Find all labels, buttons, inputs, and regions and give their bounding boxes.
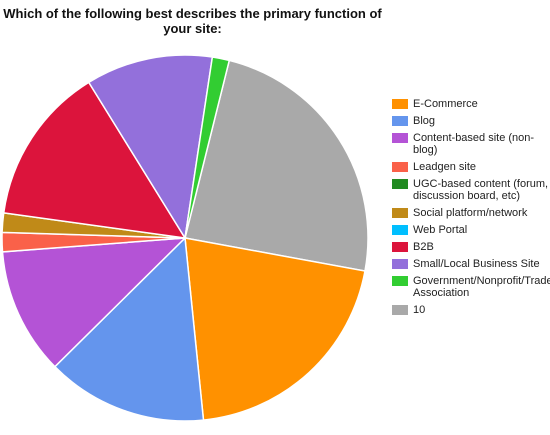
legend-swatch xyxy=(392,305,408,315)
legend-label: Social platform/network xyxy=(413,207,528,219)
legend-label: Government/Nonprofit/Trade Association xyxy=(413,275,550,299)
pie-slice-content-based-site-non-blog xyxy=(1,237,187,368)
legend-item-b2b: B2B xyxy=(392,241,550,253)
pie-slice-b2b xyxy=(2,81,187,239)
legend-swatch xyxy=(392,225,408,235)
legend-item-10: 10 xyxy=(392,304,550,316)
legend-label: 10 xyxy=(413,304,426,316)
legend-item-content-based-site-non-blog: Content-based site (non-blog) xyxy=(392,132,550,156)
legend-label: Small/Local Business Site xyxy=(413,258,540,270)
pie-slice-blog xyxy=(53,236,205,422)
legend-label: Content-based site (non-blog) xyxy=(413,132,535,156)
legend-swatch xyxy=(392,208,408,218)
legend-label: B2B xyxy=(413,241,434,253)
legend-swatch xyxy=(392,179,408,189)
pie-slice-10 xyxy=(184,59,369,272)
legend-label: Leadgen site xyxy=(413,161,476,173)
legend-swatch xyxy=(392,99,408,109)
legend-label: UGC-based content (forum, discussion boa… xyxy=(413,178,549,202)
legend-item-blog: Blog xyxy=(392,115,550,127)
legend-item-e-commerce: E-Commerce xyxy=(392,98,550,110)
legend-item-leadgen-site: Leadgen site xyxy=(392,161,550,173)
legend-item-web-portal: Web Portal xyxy=(392,224,550,236)
legend-item-small-local-business-site: Small/Local Business Site xyxy=(392,258,550,270)
legend-swatch xyxy=(392,133,408,143)
pie-slice-government-nonprofit-trade-association xyxy=(184,56,231,239)
legend-item-social-platform-network: Social platform/network xyxy=(392,207,550,219)
pie-slice-small-local-business-site xyxy=(87,54,214,241)
legend-swatch xyxy=(392,276,408,286)
legend-label: Blog xyxy=(413,115,436,127)
legend-label: E-Commerce xyxy=(413,98,478,110)
legend-swatch xyxy=(392,116,408,126)
pie-chart xyxy=(1,54,369,422)
chart-legend: E-Commerce Blog Content-based site (non-bl… xyxy=(392,98,550,321)
legend-label: Web Portal xyxy=(413,224,468,236)
legend-item-government-nonprofit-trade-association: Government/Nonprofit/Trade Association xyxy=(392,275,550,299)
legend-swatch xyxy=(392,242,408,252)
legend-swatch xyxy=(392,162,408,172)
legend-item-ugc-based-content-forum-discussion-board-etc: UGC-based content (forum, discussion boa… xyxy=(392,178,550,202)
chart-title: Which of the following best describes th… xyxy=(3,6,382,36)
legend-swatch xyxy=(392,259,408,269)
pie-slice-e-commerce xyxy=(184,237,366,421)
